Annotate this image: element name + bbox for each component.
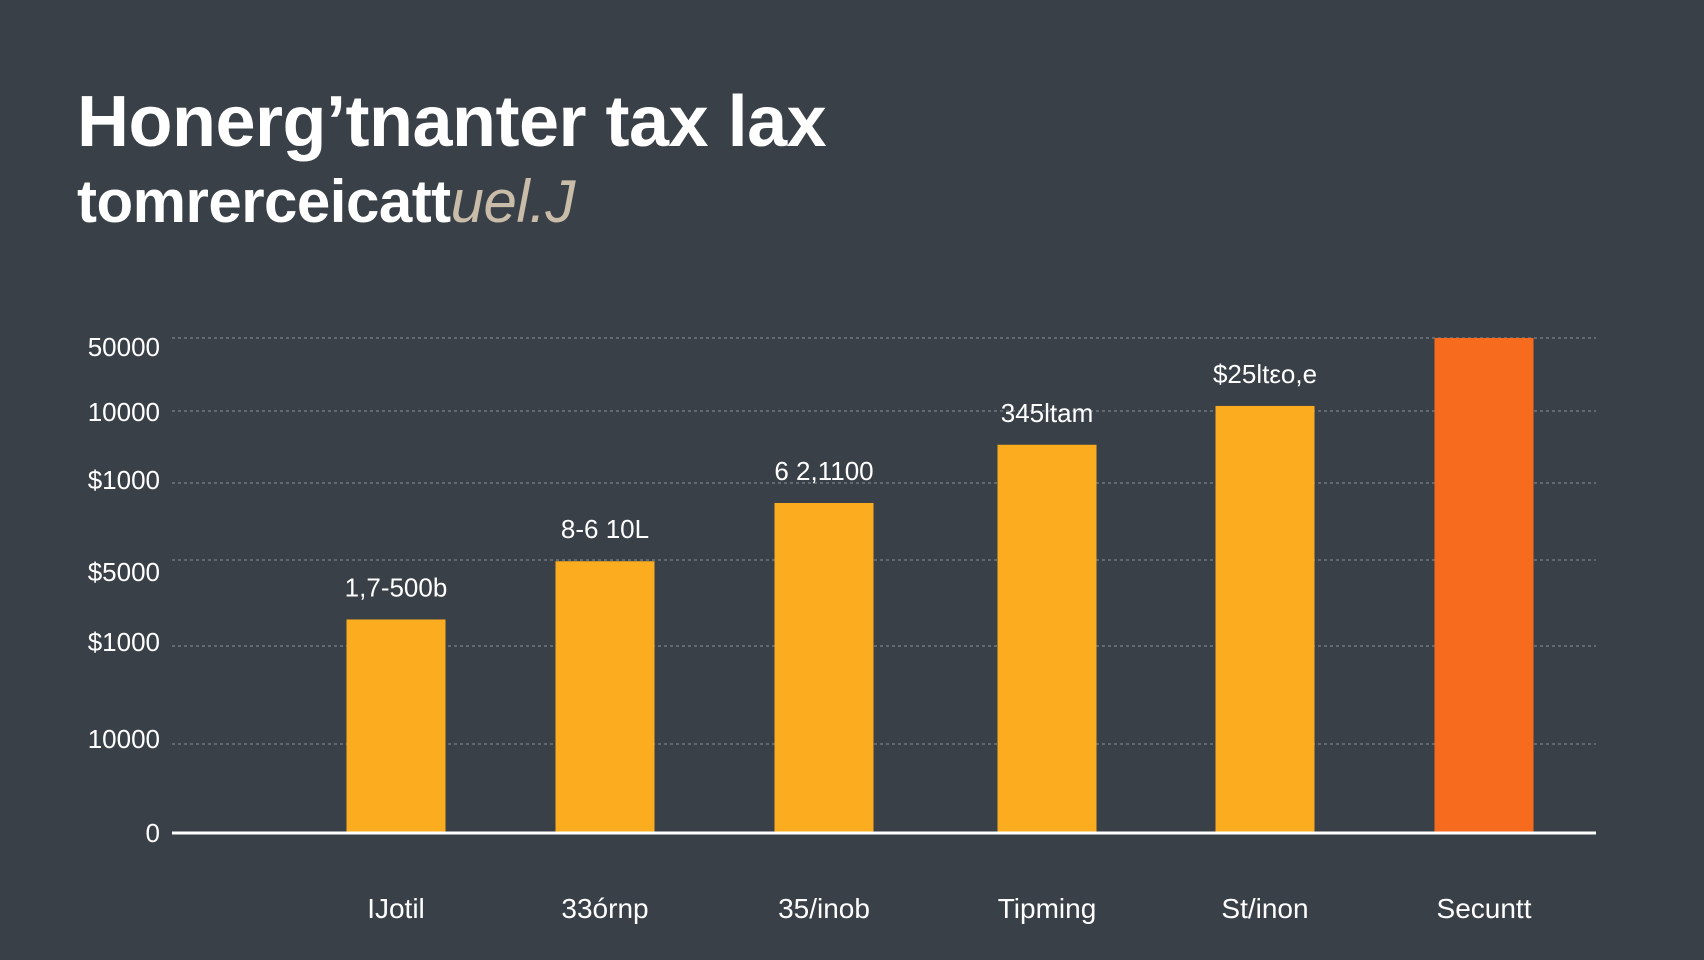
bar (997, 444, 1097, 833)
y-tick-label: $5000 (88, 557, 160, 587)
chart-title: Honerg’tnanter tax lax (77, 82, 827, 162)
x-category-label: IJotil (367, 893, 425, 924)
bar (1434, 338, 1534, 833)
y-tick-label: 50000 (88, 332, 160, 362)
x-category-label: St/inon (1221, 893, 1308, 924)
y-tick-label: 10000 (88, 397, 160, 427)
x-category-label: 35/inob (778, 893, 870, 924)
y-tick-label: $1000 (88, 465, 160, 495)
data-label: 8-6 10L (561, 514, 649, 544)
bar (1215, 405, 1315, 833)
x-category-label: Secuntt (1437, 893, 1532, 924)
x-category-label: Tipming (998, 893, 1097, 924)
y-tick-label: $1000 (88, 627, 160, 657)
y-tick-label: 0 (146, 818, 160, 848)
x-category-label: 33órnp (561, 893, 648, 924)
bar (774, 503, 874, 833)
data-label: $25ltεo,e (1213, 359, 1317, 389)
chart-subtitle-tail: uel.J (450, 168, 576, 235)
y-tick-label: 10000 (88, 724, 160, 754)
chart-subtitle-main: tomrerceicatt (77, 168, 451, 235)
chart-subtitle: tomrerceicattuel.J (77, 163, 575, 241)
data-label: 6 2,1100 (774, 456, 873, 486)
data-label: 1,7-500b (345, 572, 448, 602)
data-label: 345ltam (1001, 398, 1094, 428)
bar (346, 619, 446, 833)
bar (555, 561, 655, 833)
